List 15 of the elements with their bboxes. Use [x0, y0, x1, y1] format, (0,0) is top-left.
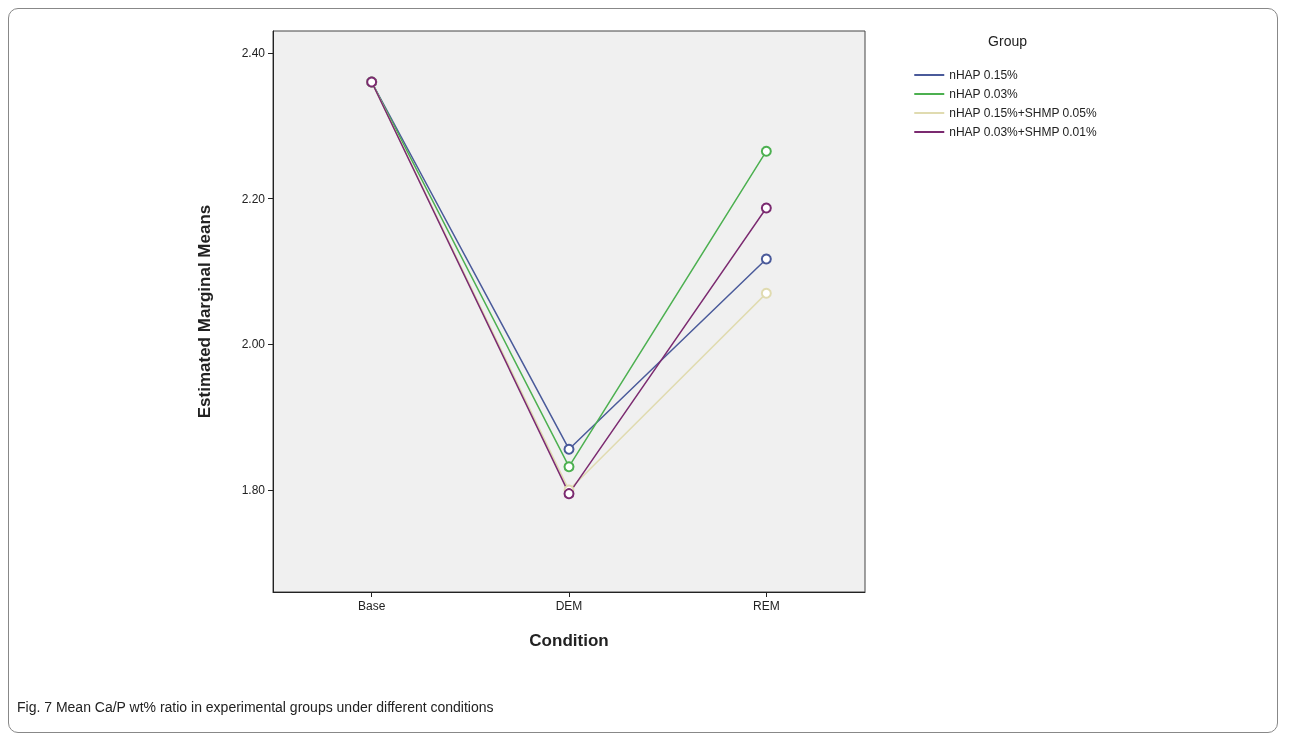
y-tick-label: 2.00 [241, 337, 266, 352]
y-tick-label: 1.80 [241, 483, 266, 497]
y-tick-label: 2.20 [241, 191, 266, 206]
legend-label: nHAP 0.15%+SHMP 0.05% [949, 106, 1097, 120]
legend-label: nHAP 0.03% [949, 87, 1019, 101]
caption: Fig. 7 Mean Ca/P wt% ratio in experimental groups under different conditions [17, 699, 494, 715]
x-tick-label: REM [753, 599, 780, 613]
x-tick-label: DEM [555, 599, 583, 613]
x-tick-label: Base [357, 599, 386, 613]
y-axis-title: Estimated Marginal Means [195, 204, 214, 419]
legend-title: Group [988, 33, 1028, 49]
y-tick-label: 2.40 [241, 45, 266, 60]
legend-label: nHAP 0.03%+SHMP 0.01% [949, 125, 1097, 139]
legend-label: nHAP 0.15% [949, 68, 1019, 82]
x-axis-title: Condition [529, 631, 609, 650]
